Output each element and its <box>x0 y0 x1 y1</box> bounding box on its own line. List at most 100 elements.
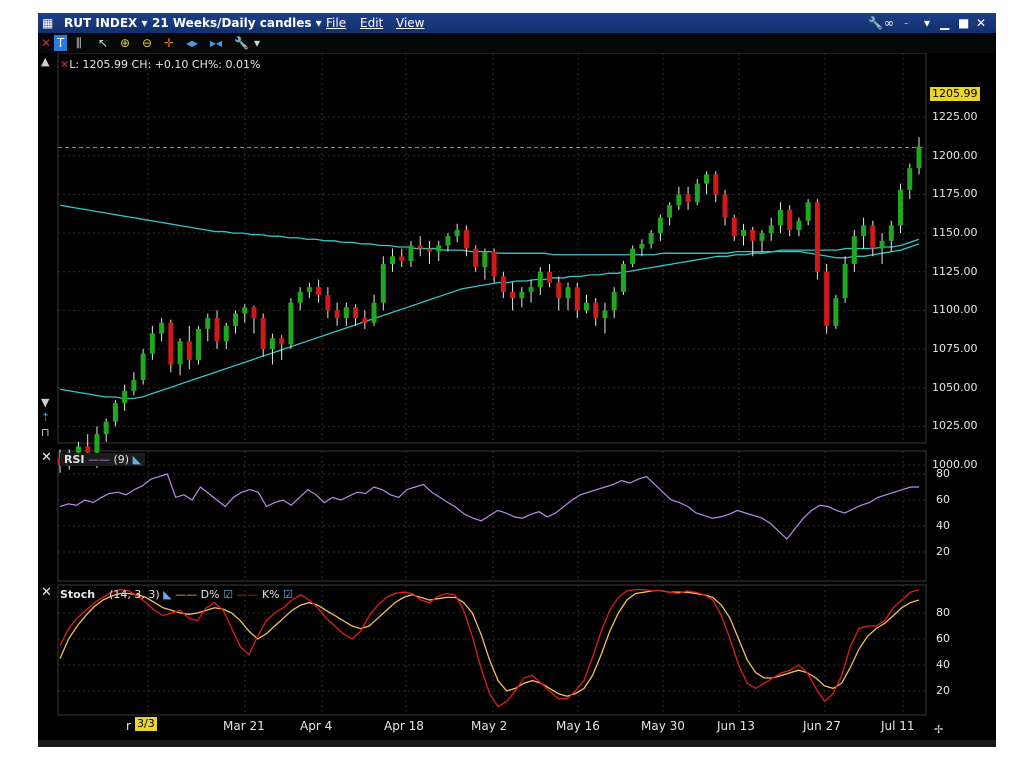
candle-up <box>537 271 543 288</box>
candle-up <box>602 310 608 319</box>
candle-down <box>426 248 432 252</box>
candle-up <box>242 307 248 314</box>
cursor-icon[interactable]: ↖ <box>98 36 109 50</box>
menu-edit[interactable]: Edit <box>360 16 384 30</box>
candle-up <box>916 146 922 169</box>
candle-down <box>260 318 266 350</box>
menu-view[interactable]: View <box>396 16 425 30</box>
wrench-tool-icon[interactable]: 🔧 <box>234 36 249 50</box>
candle-up <box>833 298 839 326</box>
pane-border <box>57 450 927 582</box>
pan-icon[interactable]: ⇡ <box>41 411 51 424</box>
zoom-out-icon[interactable]: ⊖ <box>142 36 153 50</box>
candle-down <box>168 322 174 365</box>
price-tick-label: 1075.00 <box>932 342 978 356</box>
price-tick-label: 1025.00 <box>932 419 978 433</box>
time-tick-label: May 30 <box>641 719 685 733</box>
candle-up <box>648 233 654 244</box>
link-icon[interactable]: ∞ <box>884 16 894 30</box>
price-info: ✕L: 1205.99 CH: +0.10 CH%: 0.01% <box>60 58 261 71</box>
time-scrollbar[interactable] <box>38 740 996 747</box>
candle-down <box>685 194 691 203</box>
candle-down <box>574 287 580 311</box>
candle-up <box>297 291 303 303</box>
menu-file[interactable]: File <box>326 16 347 30</box>
stoch-close-icon[interactable]: ✕ <box>41 585 52 600</box>
candle-down <box>870 225 876 249</box>
wrench-icon[interactable]: 🔧 <box>868 16 883 30</box>
time-tick-label: Apr 18 <box>384 719 424 733</box>
stoch-grid <box>58 612 926 692</box>
rsi-tick-label: 60 <box>936 493 950 506</box>
time-icon[interactable]: T <box>54 35 67 51</box>
candle-up <box>888 225 894 241</box>
candle-up <box>436 245 442 252</box>
candle-up <box>639 243 645 249</box>
candle-up <box>768 225 774 234</box>
bar-chart-icon[interactable]: ⫼ <box>76 36 82 50</box>
minimize-icon[interactable]: ▁ <box>940 16 950 30</box>
candle-up <box>630 248 636 265</box>
time-tick-label: May 16 <box>556 719 600 733</box>
candle-up <box>861 225 867 237</box>
candle-up <box>583 302 589 311</box>
rsi-grid <box>58 473 926 553</box>
candle-up <box>306 287 312 292</box>
candle-up <box>371 302 377 323</box>
chart-canvas[interactable] <box>38 13 996 747</box>
moving-average-lines <box>59 204 920 400</box>
candle-up <box>380 264 386 303</box>
symbol-selector[interactable]: RUT INDEX ▾ <box>64 16 148 30</box>
zoom-in-icon[interactable]: ⊕ <box>120 36 131 50</box>
rsi-tick-label: 40 <box>936 519 950 532</box>
move-right-icon[interactable]: ▸◂ <box>210 36 223 50</box>
candle-up <box>657 217 663 234</box>
candle-up <box>565 287 571 299</box>
close-window-icon[interactable]: ✕ <box>976 16 987 30</box>
candle-up <box>741 230 747 237</box>
crosshair-icon[interactable]: ✛ <box>164 36 175 50</box>
candle-down <box>279 338 285 345</box>
dropdown-icon[interactable]: ▾ <box>924 16 931 30</box>
scroll-up-icon[interactable]: ▲ <box>41 55 50 68</box>
maximize-icon[interactable]: ■ <box>958 16 970 30</box>
candle-down <box>353 307 359 319</box>
time-tick-label: Jul 11 <box>881 719 915 733</box>
stoch-k-line <box>59 588 920 708</box>
stoch-tick-label: 40 <box>936 658 950 671</box>
move-left-icon[interactable]: ◂▸ <box>186 36 199 50</box>
close-icon[interactable]: ✕ <box>41 36 52 50</box>
candle-up <box>94 434 100 453</box>
candle-down <box>722 194 728 218</box>
pane-borders <box>57 52 927 716</box>
rsi-close-icon[interactable]: ✕ <box>41 450 52 465</box>
price-tick-label: 1000.00 <box>932 458 978 471</box>
expand-icon[interactable]: ✢ <box>934 723 944 736</box>
price-tick-label: 1100.00 <box>932 303 978 317</box>
date-tag: 3/3 <box>135 717 157 731</box>
candle-down <box>316 287 322 295</box>
candle-down <box>814 202 820 272</box>
candle-up <box>482 251 488 268</box>
candle-down <box>593 302 599 319</box>
candle-up <box>140 353 146 380</box>
candle-up <box>103 421 109 435</box>
candle-up <box>269 338 275 350</box>
candle-up <box>131 379 137 391</box>
candle-down <box>547 271 553 283</box>
toolbar-dropdown-icon[interactable]: ▾ <box>254 36 261 50</box>
period-selector[interactable]: 21 Weeks/Daily candles ▾ <box>152 16 322 30</box>
candle-down <box>510 291 516 299</box>
pin-icon[interactable]: ‑ <box>904 16 909 30</box>
app-icon: ▦ <box>42 16 54 30</box>
candle-down <box>85 446 91 453</box>
candle-up <box>879 240 885 249</box>
scroll-down-icon[interactable]: ▼ <box>41 396 50 409</box>
price-tick-label: 1200.00 <box>932 148 978 162</box>
candle-up <box>611 291 617 311</box>
chart-window: ▦ RUT INDEX ▾ 21 Weeks/Daily candles ▾ F… <box>38 13 996 747</box>
lock-icon[interactable]: ⊓ <box>41 426 50 439</box>
candle-up <box>519 291 525 299</box>
price-tick-label: 1125.00 <box>932 264 978 278</box>
stoch-legend: Stoch (14, 3, 3) ◣ —— D% ☑ —— K% ☑ <box>60 588 293 601</box>
